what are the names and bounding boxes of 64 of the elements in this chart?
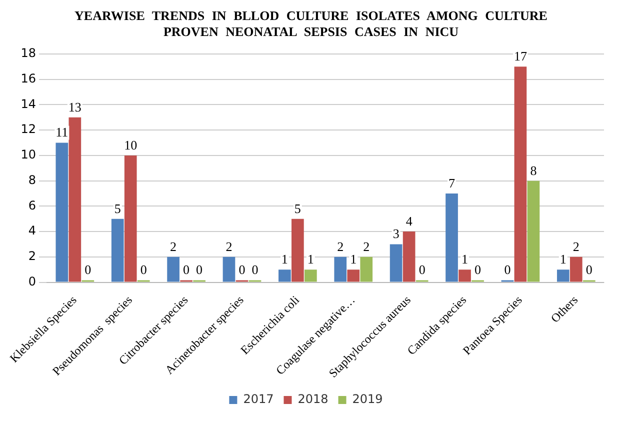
data-label: 0: [474, 262, 482, 278]
y-tick-label: 14: [20, 96, 36, 111]
bar: [402, 232, 416, 282]
data-label: 1: [307, 252, 314, 267]
data-label: 0: [140, 262, 147, 278]
data-label: 8: [530, 162, 537, 178]
data-label: 0: [238, 262, 246, 278]
data-label: 11: [56, 124, 68, 140]
bar: [360, 256, 373, 282]
y-tick-label: 0: [28, 274, 36, 288]
data-label: 2: [572, 238, 580, 254]
chart-title: YEARWISE TRENDS IN BLLOD CULTURE ISOLATES AMONG CULTURE PROVEN NEONATAL SEPSIS CASES IN NICU: [74, 8, 548, 40]
legend-label: 2019: [352, 392, 383, 406]
y-tick-label: 8: [28, 172, 36, 187]
bar: [167, 256, 180, 282]
bar: [458, 270, 471, 282]
bar: [390, 244, 402, 282]
y-tick-label: 4: [28, 224, 36, 238]
data-label: 0: [84, 262, 92, 278]
data-label: 1: [560, 252, 566, 267]
data-label: 1: [350, 252, 357, 267]
data-label: 0: [252, 262, 258, 278]
bar: [68, 117, 82, 282]
data-label: 2: [226, 238, 232, 254]
data-label: 3: [392, 226, 400, 242]
bar: [304, 270, 317, 282]
legend-label: 2018: [298, 392, 328, 406]
data-label: 4: [406, 213, 413, 228]
y-tick-label: 2: [28, 249, 36, 264]
bar: [278, 270, 291, 282]
bar: [527, 180, 540, 282]
data-label: 2: [337, 238, 344, 254]
bar: [514, 66, 527, 282]
bar: [570, 256, 582, 282]
bar: [222, 256, 236, 282]
data-label: 2: [363, 238, 370, 254]
data-label: 0: [586, 262, 592, 278]
bar: [556, 270, 570, 282]
y-tick-label: 18: [20, 46, 36, 60]
data-label: 0: [183, 262, 190, 278]
data-label: 1: [462, 252, 468, 267]
data-label: 5: [294, 200, 301, 216]
bar: [111, 218, 124, 282]
data-label: 10: [124, 137, 138, 152]
bar: [446, 194, 458, 282]
y-tick-label: 12: [20, 122, 36, 136]
data-label: 1: [281, 252, 288, 267]
y-tick-label: 6: [28, 198, 36, 212]
data-label: 0: [196, 262, 203, 278]
data-label: 17: [514, 48, 528, 64]
bar: [124, 155, 137, 282]
bar: [334, 256, 347, 282]
y-tick-label: 16: [20, 71, 36, 86]
data-label: 13: [68, 99, 82, 114]
legend-label: 2017: [243, 392, 274, 406]
data-label: 2: [170, 238, 177, 254]
data-label: 0: [418, 262, 426, 278]
data-label: 0: [504, 262, 511, 278]
bar: [347, 270, 360, 282]
y-tick-label: 10: [20, 148, 36, 162]
data-label: 5: [114, 200, 121, 216]
bar: [56, 142, 68, 282]
data-label: 7: [448, 175, 456, 190]
bar: [292, 218, 304, 282]
